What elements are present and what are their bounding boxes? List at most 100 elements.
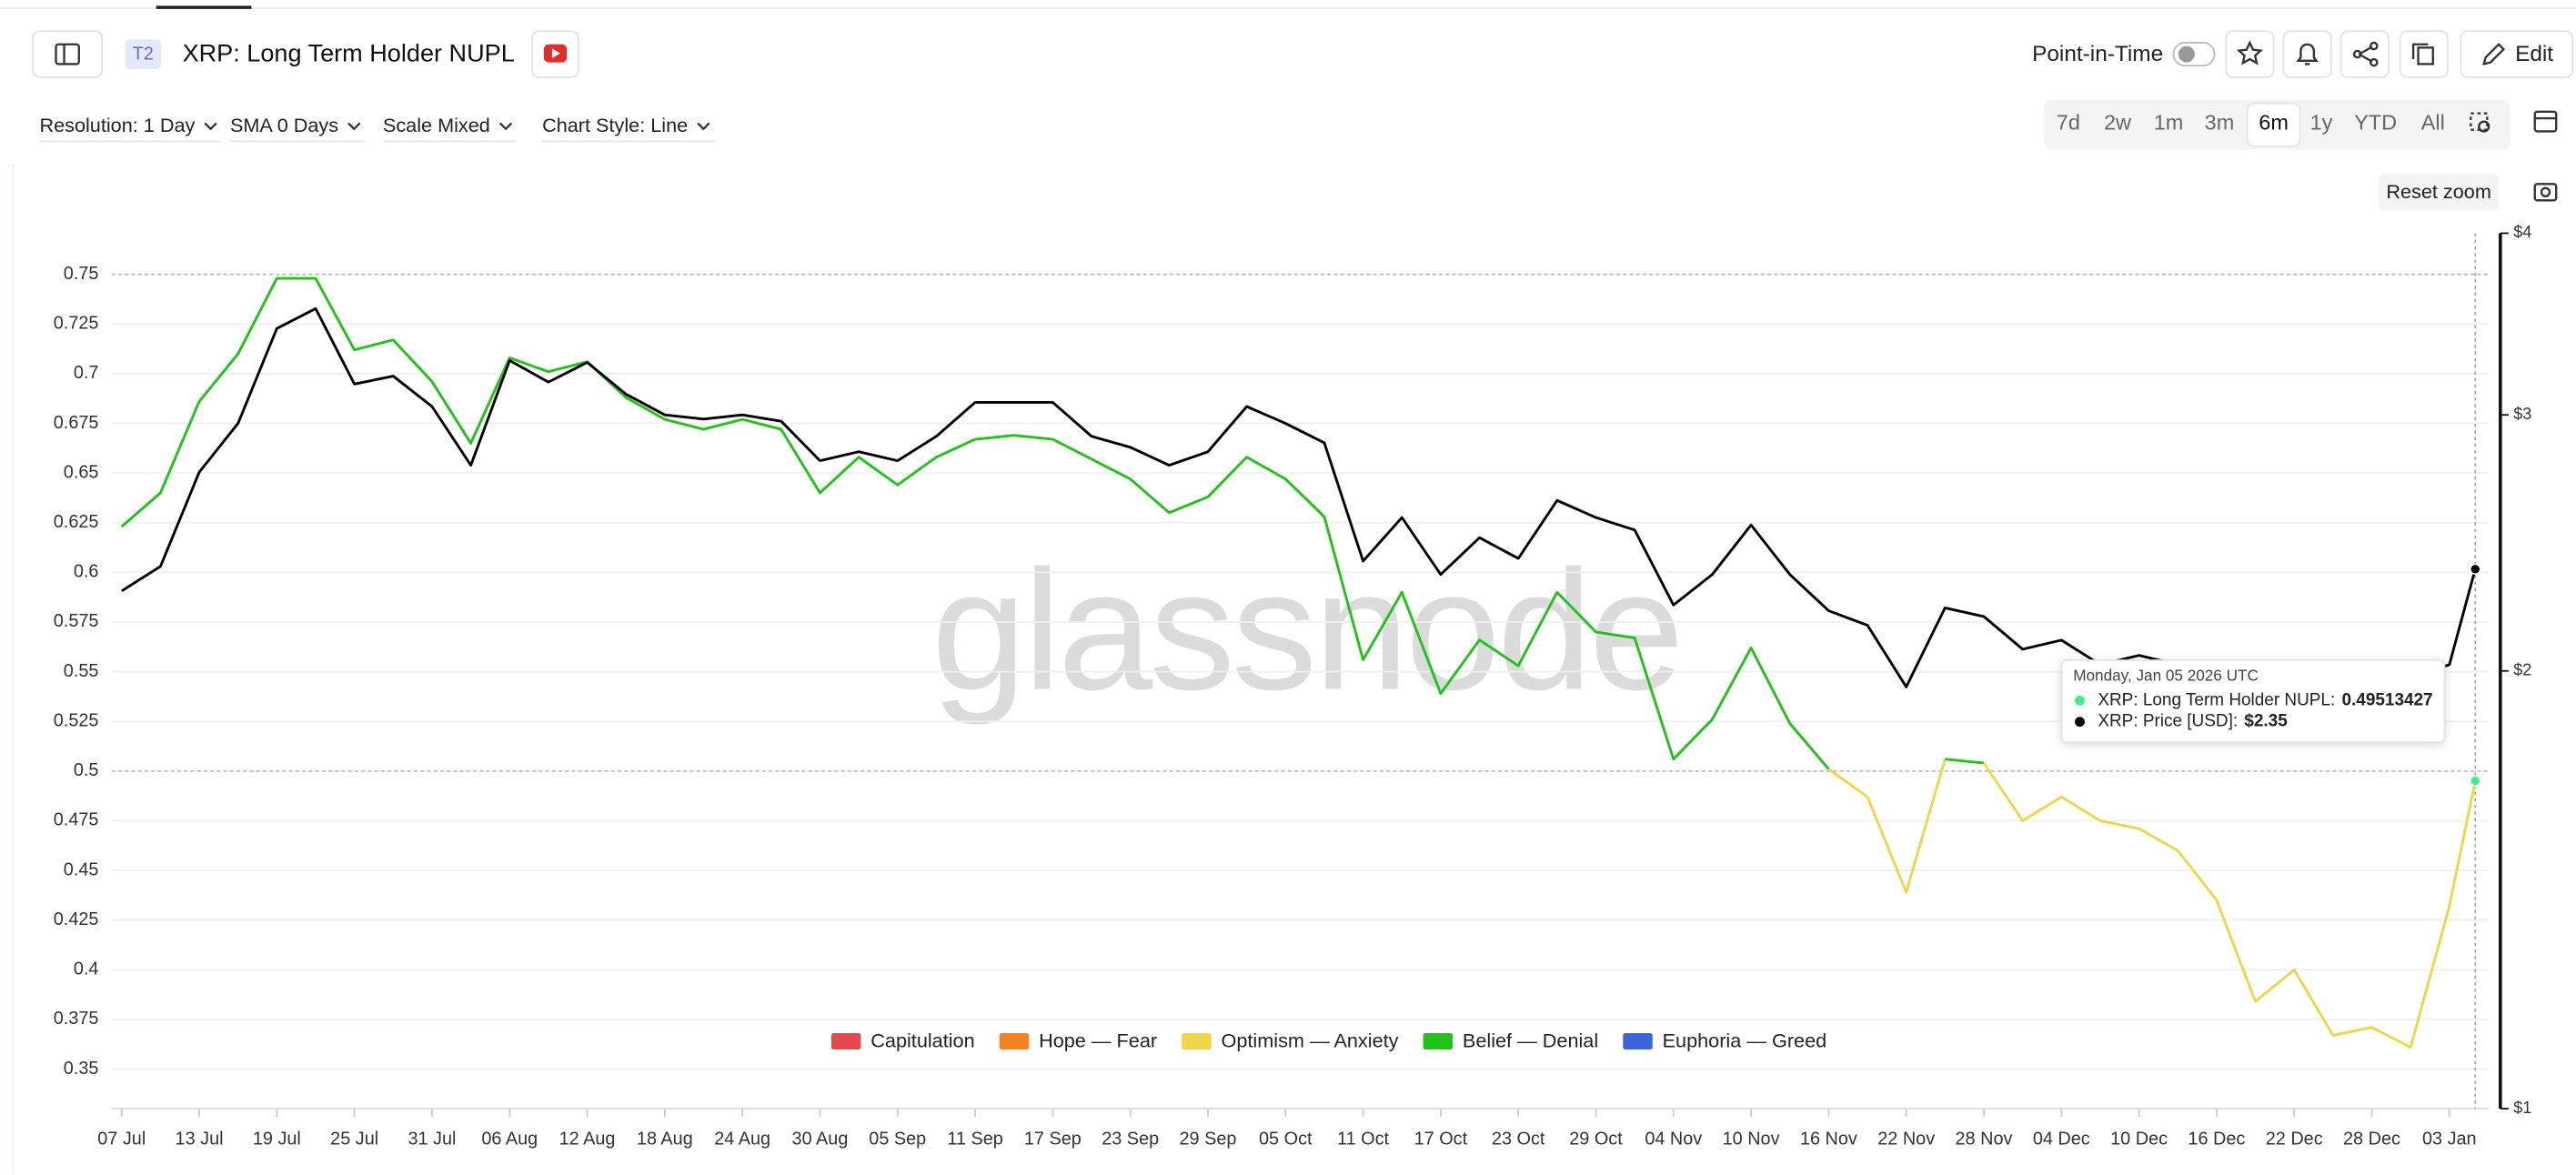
y-tick-label: 0.675 [54, 413, 99, 433]
x-tick-label: 10 Nov [1723, 1130, 1780, 1150]
icon [2369, 41, 2379, 51]
youtube-button[interactable] [531, 30, 579, 78]
reset-zoom-button[interactable]: Reset zoom [2379, 174, 2500, 211]
button-bg [32, 30, 103, 78]
x-tick-label: 04 Dec [2033, 1130, 2090, 1150]
x-tick-label: 25 Jul [330, 1130, 378, 1150]
button-bg [2460, 30, 2574, 78]
x-tick-label: 30 Aug [792, 1130, 849, 1150]
star-button[interactable] [2225, 30, 2275, 78]
point-in-time-toggle[interactable] [2172, 42, 2216, 67]
toggle-knob [2178, 45, 2195, 63]
legend-item[interactable]: Hope — Fear [999, 1029, 1157, 1052]
range-button[interactable]: All [2421, 111, 2445, 135]
range-button[interactable]: 3m [2205, 111, 2235, 135]
y-tick-label: 0.5 [74, 760, 99, 780]
x-tick-label: 04 Nov [1645, 1130, 1702, 1150]
control-label: Chart Style: Line [542, 114, 688, 136]
control-dropdown[interactable]: Scale Mixed [383, 114, 517, 143]
legend-label: Hope — Fear [1039, 1029, 1157, 1052]
x-tick-label: 11 Sep [947, 1130, 1002, 1150]
y-tick-label: 0.525 [54, 710, 99, 730]
icon [2411, 43, 2429, 60]
tooltip-dot [2075, 717, 2085, 728]
x-tick-label: 23 Sep [1102, 1130, 1159, 1150]
tooltip-value: 0.49513427 [2341, 690, 2432, 709]
calendar-button[interactable] [2533, 110, 2558, 133]
icon [2540, 186, 2551, 197]
y-tick-label: 0.4 [74, 959, 99, 979]
legend-label: Capitulation [870, 1029, 974, 1052]
copy-button[interactable] [2399, 30, 2449, 78]
legend-item[interactable]: Optimism — Anxiety [1182, 1029, 1399, 1052]
legend-swatch [1423, 1032, 1454, 1050]
series-line [1945, 758, 1985, 765]
x-tick-label: 16 Dec [2188, 1130, 2245, 1150]
icon [2369, 57, 2379, 67]
share-button[interactable] [2340, 30, 2390, 78]
x-tick-label: 05 Sep [869, 1130, 926, 1150]
legend-swatch [1182, 1032, 1212, 1050]
y2-tick-label: $1 [2513, 1099, 2531, 1117]
legend-item[interactable]: Capitulation [830, 1029, 975, 1052]
x-tick-label: 29 Oct [1569, 1130, 1623, 1150]
range-label: 2w [2104, 111, 2131, 135]
range-button[interactable]: 2w [2104, 111, 2131, 135]
range-label: All [2421, 111, 2445, 135]
range-button[interactable]: 7d [2057, 111, 2080, 135]
range-button[interactable]: 6m [2259, 111, 2289, 135]
range-button[interactable]: YTD [2354, 111, 2397, 135]
tooltip: Monday, Jan 05 2026 UTC XRP: Long Term Ho… [2060, 659, 2446, 744]
y-tick-label: 0.625 [54, 512, 99, 532]
range-button[interactable]: 1m [2154, 111, 2184, 135]
legend-item[interactable]: Euphoria — Greed [1623, 1029, 1826, 1052]
x-tick-label: 16 Nov [1800, 1130, 1857, 1150]
x-tick-label: 12 Aug [559, 1130, 616, 1150]
control-dropdown[interactable]: Resolution: 1 Day [39, 114, 222, 143]
button-bg [2399, 30, 2449, 78]
chevron [347, 122, 361, 131]
watermark: glassnode [931, 535, 1681, 726]
control-label: Resolution: 1 Day [39, 114, 195, 136]
chart: 0.35 0.375 0.4 0.425 0.45 0.475 0.5 0.525 0.55 0.… [54, 223, 2532, 1149]
x-tick-label: 28 Nov [1956, 1130, 2013, 1150]
y-tick-label: 0.425 [54, 909, 99, 929]
zoom-select-button[interactable] [2470, 112, 2490, 133]
edit-button[interactable]: Edit [2460, 30, 2574, 78]
y2-tick-label: $2 [2513, 661, 2531, 679]
range-label: 7d [2057, 111, 2080, 135]
x-tick-label: 24 Aug [714, 1130, 770, 1150]
icon [2236, 40, 2264, 65]
legend-swatch [999, 1032, 1030, 1050]
legend-item[interactable]: Belief — Denial [1423, 1029, 1599, 1052]
hover-point [2470, 563, 2481, 575]
edit-label: Edit [2515, 42, 2553, 66]
y2-tick-label: $4 [2513, 223, 2531, 241]
x-tick-label: 11 Oct [1337, 1130, 1390, 1150]
control-dropdown[interactable]: Chart Style: Line [542, 114, 715, 143]
series-line [120, 276, 1830, 770]
y-tick-label: 0.7 [74, 363, 99, 383]
x-tick-label: 05 Oct [1259, 1130, 1313, 1150]
alert-button[interactable] [2282, 30, 2332, 78]
icon [55, 43, 80, 65]
screenshot-button[interactable] [2533, 183, 2558, 202]
range-label: 3m [2205, 111, 2235, 135]
legend-label: Euphoria — Greed [1663, 1029, 1827, 1052]
tooltip-label: XRP: Long Term Holder NUPL: [2098, 690, 2335, 709]
reset-zoom-label: Reset zoom [2386, 180, 2491, 203]
sidebar-button[interactable] [32, 30, 103, 78]
x-tick-label: 13 Jul [176, 1130, 224, 1150]
legend-label: Belief — Denial [1463, 1029, 1598, 1052]
control-dropdown[interactable]: SMA 0 Days [230, 114, 365, 143]
chart-title: XRP: Long Term Holder NUPL [183, 39, 515, 67]
controls: Resolution: 1 Day SMA 0 Days Scale Mixed Ch… [39, 114, 715, 143]
x-tick-label: 22 Nov [1877, 1130, 1935, 1150]
range-button[interactable]: 1y [2310, 111, 2333, 135]
x-tick-label: 10 Dec [2110, 1130, 2168, 1150]
y-tick-label: 0.75 [64, 264, 99, 284]
tooltip-title: Monday, Jan 05 2026 UTC [2073, 667, 2259, 685]
x-tick-label: 18 Aug [637, 1130, 693, 1150]
y-tick-label: 0.6 [74, 562, 99, 582]
y-tick-label: 0.55 [64, 661, 99, 681]
